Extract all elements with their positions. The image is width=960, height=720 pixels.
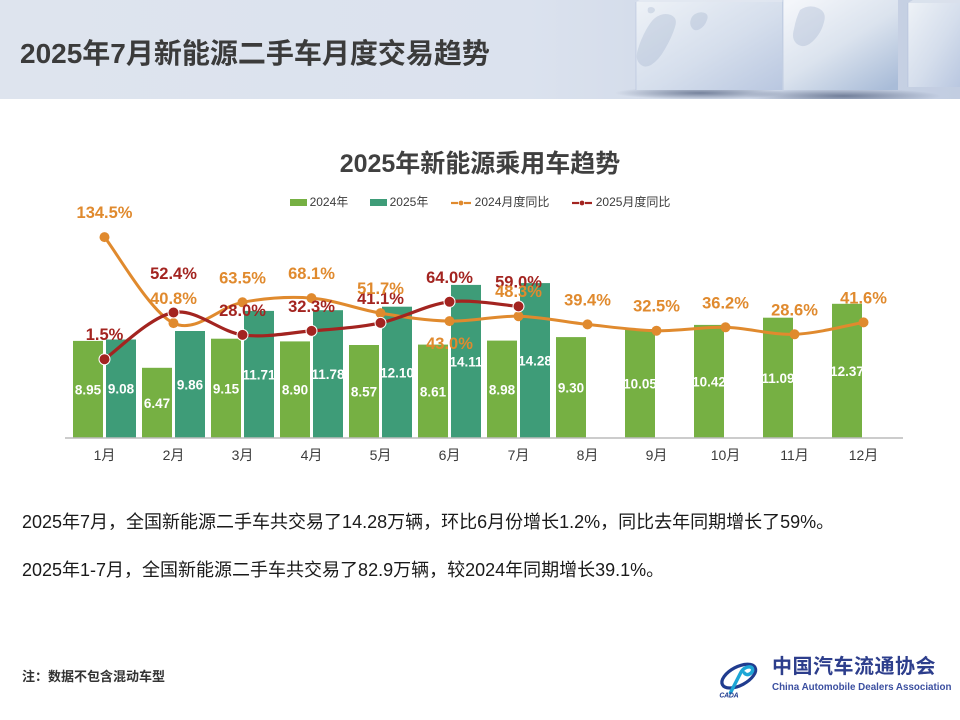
svg-text:10.42: 10.42	[692, 375, 726, 390]
svg-text:2月: 2月	[163, 447, 185, 462]
svg-text:6.47: 6.47	[144, 396, 170, 411]
svg-text:9.30: 9.30	[558, 381, 584, 396]
svg-text:12月: 12月	[849, 447, 879, 462]
svg-text:41.6%: 41.6%	[840, 289, 887, 307]
svg-text:11.78: 11.78	[311, 367, 345, 382]
svg-text:134.5%: 134.5%	[77, 204, 133, 222]
svg-text:7月: 7月	[508, 447, 530, 462]
svg-text:6月: 6月	[439, 447, 461, 462]
svg-text:8.61: 8.61	[420, 384, 447, 399]
svg-text:9.08: 9.08	[108, 382, 135, 397]
svg-text:3月: 3月	[232, 447, 254, 462]
svg-text:14.11: 14.11	[449, 355, 483, 370]
svg-text:10.05: 10.05	[623, 377, 657, 392]
svg-text:12.10: 12.10	[380, 365, 414, 380]
svg-text:11月: 11月	[780, 447, 809, 462]
svg-text:43.0%: 43.0%	[426, 335, 473, 353]
svg-text:36.2%: 36.2%	[702, 294, 749, 312]
svg-text:39.4%: 39.4%	[564, 291, 611, 309]
svg-text:63.5%: 63.5%	[219, 269, 266, 287]
svg-text:64.0%: 64.0%	[426, 269, 473, 287]
svg-text:32.3%: 32.3%	[288, 298, 335, 316]
svg-text:68.1%: 68.1%	[288, 265, 335, 283]
svg-text:8.57: 8.57	[351, 385, 377, 400]
svg-text:5月: 5月	[370, 447, 392, 462]
svg-text:9.15: 9.15	[213, 381, 240, 396]
svg-text:12.37: 12.37	[830, 364, 864, 379]
svg-text:10月: 10月	[711, 447, 741, 462]
svg-text:11.09: 11.09	[761, 371, 794, 386]
svg-text:52.4%: 52.4%	[150, 265, 197, 283]
svg-text:8.90: 8.90	[282, 383, 308, 398]
svg-text:8.98: 8.98	[489, 382, 516, 397]
svg-text:8月: 8月	[577, 447, 599, 462]
svg-text:8.95: 8.95	[75, 382, 102, 397]
svg-text:28.6%: 28.6%	[771, 301, 818, 319]
svg-text:48.3%: 48.3%	[495, 283, 542, 301]
svg-text:51.7%: 51.7%	[357, 280, 404, 298]
svg-text:9.86: 9.86	[177, 378, 204, 393]
svg-text:28.0%: 28.0%	[219, 302, 266, 320]
svg-text:32.5%: 32.5%	[633, 298, 680, 316]
svg-text:40.8%: 40.8%	[150, 290, 197, 308]
svg-text:14.28: 14.28	[518, 354, 552, 369]
svg-text:1月: 1月	[94, 447, 116, 462]
svg-text:9月: 9月	[646, 447, 668, 462]
svg-text:CADA: CADA	[719, 692, 738, 699]
svg-text:4月: 4月	[301, 447, 323, 462]
svg-text:1.5%: 1.5%	[86, 326, 124, 344]
svg-text:11.71: 11.71	[242, 368, 276, 383]
